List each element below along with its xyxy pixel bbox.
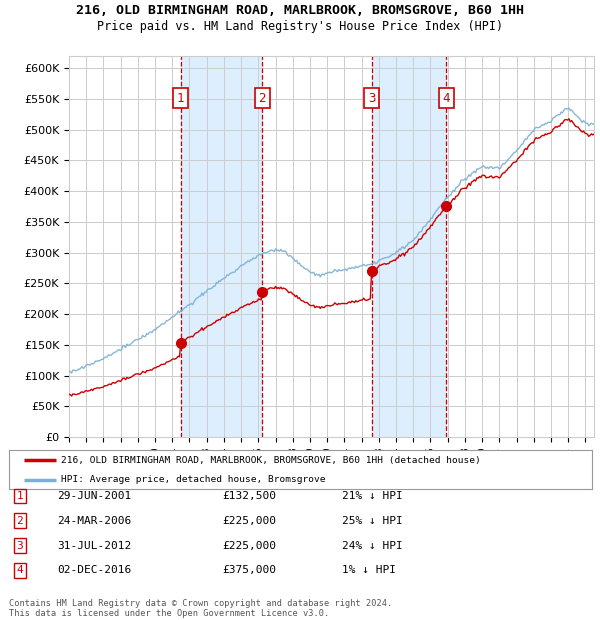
- Text: £375,000: £375,000: [222, 565, 276, 575]
- Bar: [181, 56, 262, 437]
- Text: 4: 4: [443, 92, 450, 105]
- Text: 25% ↓ HPI: 25% ↓ HPI: [342, 516, 403, 526]
- Text: 216, OLD BIRMINGHAM ROAD, MARLBROOK, BROMSGROVE, B60 1HH (detached house): 216, OLD BIRMINGHAM ROAD, MARLBROOK, BRO…: [61, 456, 481, 465]
- Text: £132,500: £132,500: [222, 491, 276, 501]
- Text: 216, OLD BIRMINGHAM ROAD, MARLBROOK, BROMSGROVE, B60 1HH: 216, OLD BIRMINGHAM ROAD, MARLBROOK, BRO…: [76, 4, 524, 17]
- Text: 3: 3: [368, 92, 376, 105]
- Text: £225,000: £225,000: [222, 516, 276, 526]
- Text: 3: 3: [16, 541, 23, 551]
- Text: 31-JUL-2012: 31-JUL-2012: [57, 541, 131, 551]
- Text: 02-DEC-2016: 02-DEC-2016: [57, 565, 131, 575]
- Bar: [371, 56, 446, 437]
- Text: 1: 1: [177, 92, 184, 105]
- Text: 2: 2: [16, 516, 23, 526]
- Text: £225,000: £225,000: [222, 541, 276, 551]
- Text: 24-MAR-2006: 24-MAR-2006: [57, 516, 131, 526]
- Text: Contains HM Land Registry data © Crown copyright and database right 2024.
This d: Contains HM Land Registry data © Crown c…: [9, 599, 392, 618]
- Text: 4: 4: [16, 565, 23, 575]
- Text: HPI: Average price, detached house, Bromsgrove: HPI: Average price, detached house, Brom…: [61, 475, 326, 484]
- Text: Price paid vs. HM Land Registry's House Price Index (HPI): Price paid vs. HM Land Registry's House …: [97, 20, 503, 33]
- Text: 1: 1: [16, 491, 23, 501]
- Text: 2: 2: [259, 92, 266, 105]
- Text: 24% ↓ HPI: 24% ↓ HPI: [342, 541, 403, 551]
- Text: 29-JUN-2001: 29-JUN-2001: [57, 491, 131, 501]
- Text: 21% ↓ HPI: 21% ↓ HPI: [342, 491, 403, 501]
- Text: 1% ↓ HPI: 1% ↓ HPI: [342, 565, 396, 575]
